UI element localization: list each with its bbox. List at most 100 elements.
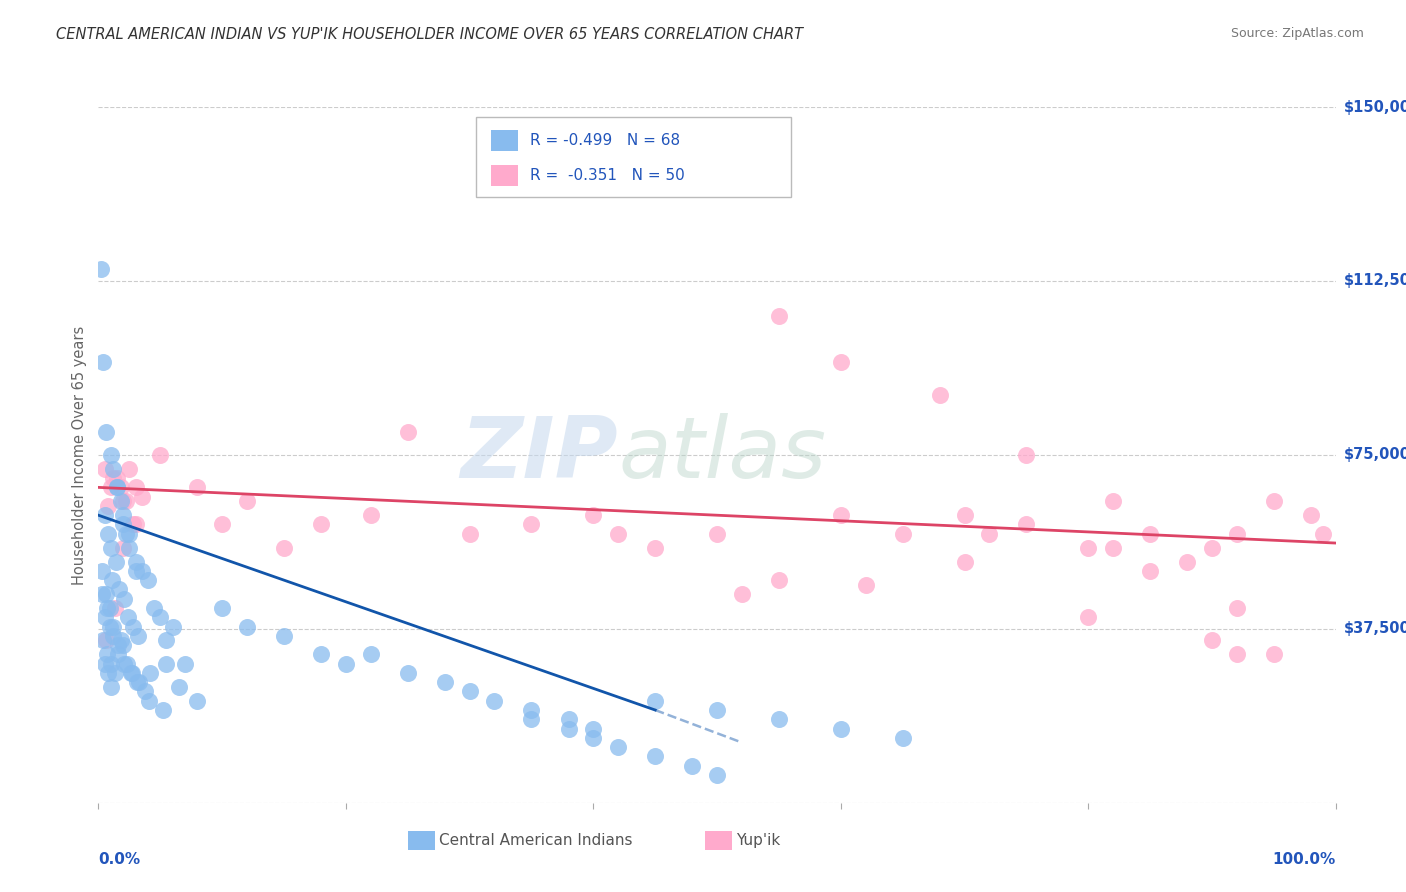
Text: R = -0.499   N = 68: R = -0.499 N = 68 <box>530 133 681 148</box>
Point <box>97 499 120 513</box>
Text: Source: ZipAtlas.com: Source: ZipAtlas.com <box>1230 27 1364 40</box>
Point <box>167 680 190 694</box>
Point <box>644 749 666 764</box>
Point <box>112 494 135 508</box>
Point <box>236 619 259 633</box>
Point <box>273 629 295 643</box>
Point <box>121 665 143 680</box>
Point <box>174 657 197 671</box>
Point <box>107 638 129 652</box>
Point <box>131 490 153 504</box>
Point <box>706 768 728 782</box>
Point <box>94 587 117 601</box>
Point <box>124 517 146 532</box>
Point <box>94 425 117 439</box>
Point <box>1175 555 1198 569</box>
Point <box>93 462 115 476</box>
Point <box>186 694 208 708</box>
Point <box>1015 517 1038 532</box>
Point <box>830 355 852 369</box>
Point <box>110 633 132 648</box>
Point <box>122 517 145 532</box>
Point <box>94 633 117 648</box>
FancyBboxPatch shape <box>475 118 792 197</box>
Point <box>273 541 295 555</box>
Point <box>105 480 128 494</box>
Point <box>100 680 122 694</box>
Point <box>91 587 114 601</box>
Point <box>953 555 976 569</box>
Point <box>360 508 382 523</box>
Text: Yup'ik: Yup'ik <box>735 833 780 848</box>
Point <box>118 541 141 555</box>
Point <box>91 564 114 578</box>
Point <box>706 526 728 541</box>
Point <box>582 722 605 736</box>
Point <box>103 462 125 476</box>
Point <box>644 541 666 555</box>
Point <box>1226 601 1249 615</box>
Point <box>396 425 419 439</box>
Point <box>830 722 852 736</box>
Point <box>127 629 149 643</box>
Point <box>309 517 332 532</box>
Point <box>112 541 135 555</box>
Point <box>1102 494 1125 508</box>
Point <box>101 573 124 587</box>
Point <box>118 462 141 476</box>
Point <box>93 657 115 671</box>
Point <box>110 480 132 494</box>
Point <box>979 526 1001 541</box>
Point <box>186 480 208 494</box>
Point <box>100 541 122 555</box>
Point <box>155 657 177 671</box>
Point <box>110 494 132 508</box>
Point <box>112 508 135 523</box>
Point <box>149 448 172 462</box>
Point <box>855 578 877 592</box>
Point <box>131 564 153 578</box>
Point <box>103 601 125 615</box>
Point <box>557 712 579 726</box>
Point <box>134 684 156 698</box>
Point <box>1015 448 1038 462</box>
Point <box>162 619 184 633</box>
Point <box>120 665 142 680</box>
Point <box>1226 648 1249 662</box>
Point <box>1263 648 1285 662</box>
Point <box>100 657 122 671</box>
Point <box>104 555 127 569</box>
FancyBboxPatch shape <box>491 165 517 186</box>
FancyBboxPatch shape <box>704 830 733 850</box>
Point <box>582 731 605 745</box>
Point <box>103 629 125 643</box>
Point <box>396 665 419 680</box>
Point <box>136 573 159 587</box>
Point <box>114 494 136 508</box>
Y-axis label: Householder Income Over 65 years: Householder Income Over 65 years <box>72 326 87 584</box>
Point <box>731 587 754 601</box>
Text: CENTRAL AMERICAN INDIAN VS YUP'IK HOUSEHOLDER INCOME OVER 65 YEARS CORRELATION C: CENTRAL AMERICAN INDIAN VS YUP'IK HOUSEH… <box>56 27 803 42</box>
Point <box>1077 541 1099 555</box>
Point <box>117 610 139 624</box>
Point <box>138 694 160 708</box>
Point <box>90 262 112 277</box>
Text: $150,000: $150,000 <box>1344 100 1406 114</box>
FancyBboxPatch shape <box>491 130 517 151</box>
Point <box>607 526 630 541</box>
Point <box>768 712 790 726</box>
Point <box>112 657 135 671</box>
Point <box>891 731 914 745</box>
Point <box>681 758 703 772</box>
Point <box>458 526 481 541</box>
Point <box>105 480 128 494</box>
Text: $112,500: $112,500 <box>1344 274 1406 288</box>
Point <box>309 648 332 662</box>
Point <box>1299 508 1322 523</box>
Point <box>644 694 666 708</box>
Point <box>360 648 382 662</box>
Point <box>768 309 790 323</box>
Point <box>124 555 146 569</box>
Point <box>108 582 131 597</box>
Point <box>520 517 543 532</box>
